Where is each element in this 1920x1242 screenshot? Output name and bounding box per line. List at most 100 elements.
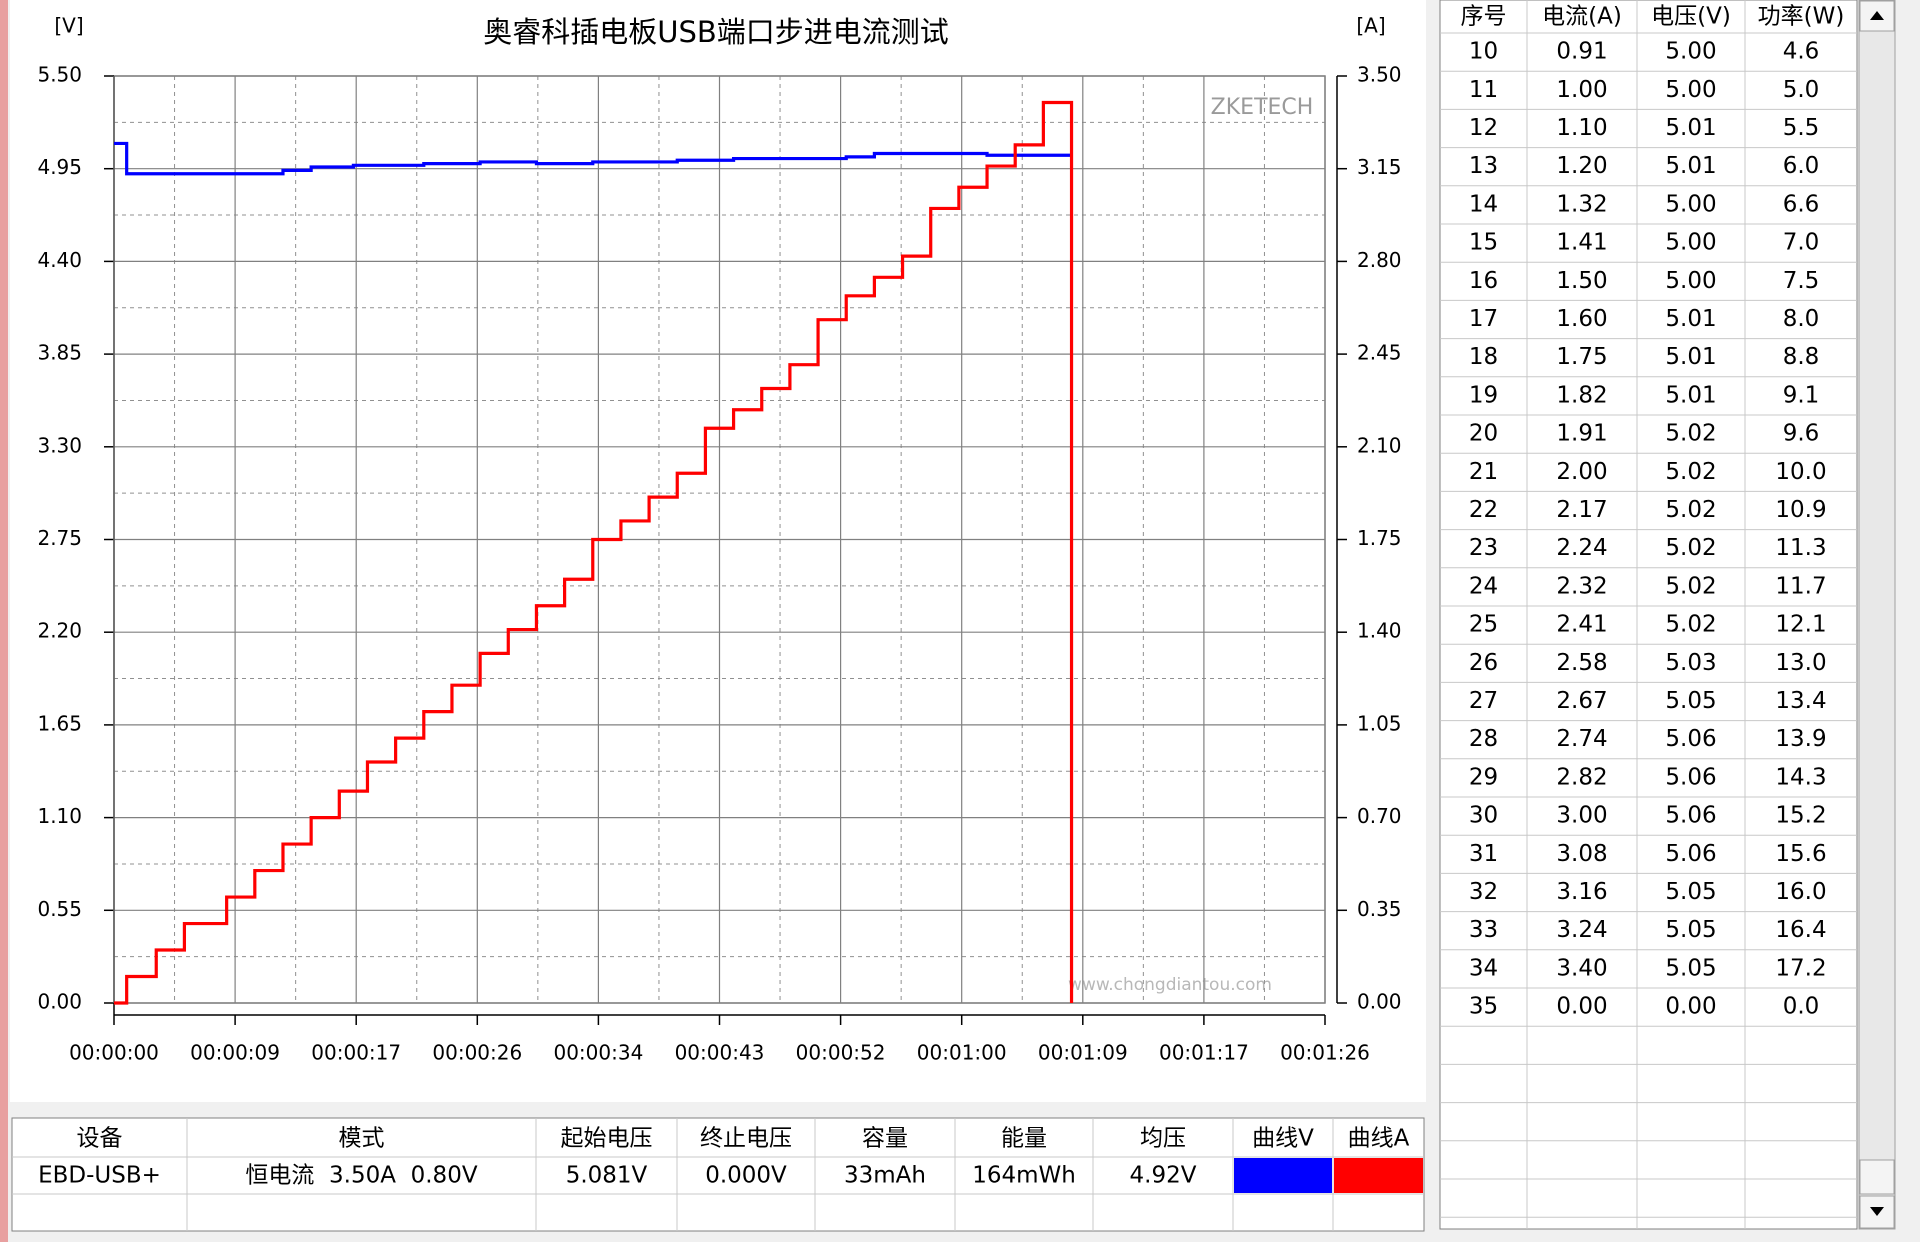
summary-cell: EBD-USB+ [38, 1163, 161, 1189]
table-cell: 5.00 [1665, 77, 1716, 103]
table-cell: 1.50 [1556, 268, 1607, 294]
table-cell: 30 [1469, 803, 1498, 829]
table-cell: 3.16 [1556, 879, 1607, 905]
table-cell: 3.08 [1556, 841, 1607, 867]
summary-cell: 33mAh [844, 1163, 926, 1189]
table-cell: 5.00 [1665, 39, 1716, 65]
summary-header: 曲线A [1348, 1126, 1410, 1152]
table-cell: 16.4 [1775, 917, 1826, 943]
table-cell: 1.75 [1556, 344, 1607, 370]
table-cell: 18 [1469, 344, 1498, 370]
table-cell: 4.6 [1783, 39, 1820, 65]
table-cell: 32 [1469, 879, 1498, 905]
table-header: 电压(V) [1651, 4, 1731, 30]
y2-tick-label: 3.50 [1357, 63, 1402, 87]
table-cell: 5.06 [1665, 841, 1716, 867]
summary-cell: 4.92V [1130, 1163, 1197, 1189]
y-tick-label: 0.55 [37, 897, 82, 921]
table-cell: 5.02 [1665, 612, 1716, 638]
table-cell: 1.10 [1556, 115, 1607, 141]
table-cell: 16.0 [1775, 879, 1826, 905]
x-tick-label: 00:01:00 [917, 1041, 1007, 1065]
x-tick-label: 00:00:00 [69, 1041, 159, 1065]
scroll-thumb[interactable] [1859, 1159, 1895, 1195]
table-cell: 5.02 [1665, 573, 1716, 599]
table-cell: 10.0 [1775, 459, 1826, 485]
y-tick-label: 3.30 [37, 433, 82, 457]
table-cell: 13 [1469, 153, 1498, 179]
table-cell: 5.0 [1783, 77, 1820, 103]
x-tick-label: 00:00:09 [190, 1041, 280, 1065]
table-cell: 5.06 [1665, 726, 1716, 752]
table-cell: 25 [1469, 612, 1498, 638]
table-cell: 14.3 [1775, 764, 1826, 790]
table-cell: 2.00 [1556, 459, 1607, 485]
summary-table [11, 1117, 1425, 1232]
table-cell: 2.67 [1556, 688, 1607, 714]
summary-cell: 5.081V [566, 1163, 648, 1189]
table-cell: 1.60 [1556, 306, 1607, 332]
table-cell: 21 [1469, 459, 1498, 485]
table-cell: 8.8 [1783, 344, 1820, 370]
table-cell: 5.05 [1665, 688, 1716, 714]
curve-swatch [1334, 1158, 1423, 1193]
y2-tick-label: 0.00 [1357, 990, 1402, 1014]
y-unit: [V] [54, 14, 83, 38]
table-cell: 9.6 [1783, 421, 1820, 447]
x-tick-label: 00:00:52 [796, 1041, 886, 1065]
table-cell: 19 [1469, 382, 1498, 408]
x-tick-label: 00:01:26 [1280, 1041, 1370, 1065]
table-cell: 3.24 [1556, 917, 1607, 943]
summary-header: 起始电压 [561, 1126, 653, 1152]
x-tick-label: 00:01:17 [1159, 1041, 1249, 1065]
table-header: 功率(W) [1758, 4, 1845, 30]
table-cell: 5.03 [1665, 650, 1716, 676]
y-tick-label: 1.10 [37, 804, 82, 828]
table-cell: 10 [1469, 39, 1498, 65]
table-cell: 26 [1469, 650, 1498, 676]
series-line [114, 100, 1074, 1005]
table-cell: 13.0 [1775, 650, 1826, 676]
summary-cell: 164mWh [972, 1163, 1076, 1189]
scrollbar[interactable] [1858, 0, 1896, 1230]
table-cell: 6.0 [1783, 153, 1820, 179]
chart-title: 奥睿科插电板USB端口步进电流测试 [483, 15, 949, 49]
table-cell: 1.00 [1556, 77, 1607, 103]
summary-header: 模式 [339, 1126, 385, 1152]
table-cell: 1.32 [1556, 191, 1607, 217]
table-cell: 0.91 [1556, 39, 1607, 65]
table-cell: 12 [1469, 115, 1498, 141]
table-cell: 5.00 [1665, 191, 1716, 217]
table-cell: 15.6 [1775, 841, 1826, 867]
table-cell: 11.7 [1775, 573, 1826, 599]
y-tick-label: 5.50 [37, 63, 82, 87]
y2-tick-label: 1.40 [1357, 619, 1402, 643]
scroll-up-arrow [1870, 11, 1884, 20]
y2-tick-label: 2.45 [1357, 341, 1402, 365]
x-tick-label: 00:00:26 [432, 1041, 522, 1065]
table-cell: 3.00 [1556, 803, 1607, 829]
x-tick-label: 00:00:43 [675, 1041, 765, 1065]
table-cell: 6.6 [1783, 191, 1820, 217]
summary-header: 终止电压 [700, 1126, 792, 1152]
table-cell: 15 [1469, 230, 1498, 256]
table-cell: 14 [1469, 191, 1498, 217]
table-cell: 5.01 [1665, 153, 1716, 179]
table-cell: 3.40 [1556, 955, 1607, 981]
table-cell: 2.41 [1556, 612, 1607, 638]
y2-tick-label: 1.05 [1357, 711, 1402, 735]
table-cell: 5.01 [1665, 115, 1716, 141]
watermark: ZKETECH [1211, 95, 1314, 120]
table-cell: 5.02 [1665, 421, 1716, 447]
table-cell: 5.5 [1783, 115, 1820, 141]
y2-tick-label: 0.35 [1357, 897, 1402, 921]
table-cell: 2.17 [1556, 497, 1607, 523]
x-tick-label: 00:00:17 [311, 1041, 401, 1065]
table-cell: 5.06 [1665, 764, 1716, 790]
table-cell: 35 [1469, 994, 1498, 1020]
y-tick-label: 2.75 [37, 526, 82, 550]
y2-unit: [A] [1356, 14, 1385, 38]
y-tick-label: 3.85 [37, 341, 82, 365]
window-edge [0, 0, 8, 1242]
